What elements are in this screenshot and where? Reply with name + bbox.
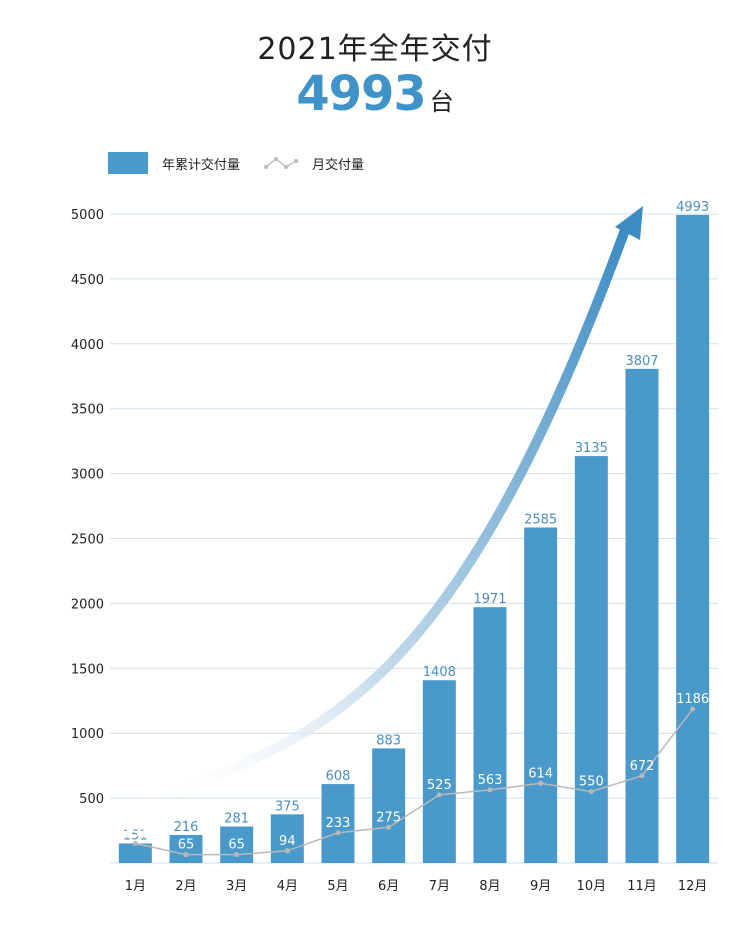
bar-value-label: 1408 <box>423 665 456 680</box>
bar <box>625 368 659 863</box>
y-tick-label: 2500 <box>71 533 104 548</box>
monthly-point <box>588 789 594 795</box>
x-tick-label: 4月 <box>277 879 298 894</box>
legend-line-icon <box>264 157 299 169</box>
bar-value-label: 3807 <box>625 354 658 369</box>
bar <box>270 814 304 863</box>
monthly-value-label: 94 <box>279 834 296 849</box>
monthly-point <box>487 787 493 793</box>
monthly-value-label: 563 <box>478 773 503 788</box>
monthly-point <box>538 780 544 786</box>
bar <box>473 607 507 863</box>
monthly-point <box>639 773 645 779</box>
bar-value-label: 2585 <box>524 512 557 527</box>
x-tick-label: 6月 <box>378 879 399 894</box>
bar-value-label: 281 <box>224 812 249 827</box>
y-tick-label: 3500 <box>71 403 104 418</box>
x-tick-label: 2月 <box>175 879 196 894</box>
bar <box>524 527 558 863</box>
x-tick-label: 12月 <box>678 879 708 894</box>
bar <box>169 834 203 863</box>
bar-value-label: 375 <box>275 799 300 814</box>
monthly-value-label: 151 <box>123 826 148 841</box>
monthly-value-label: 65 <box>228 838 245 853</box>
x-tick-label: 8月 <box>479 879 500 894</box>
monthly-point <box>234 852 240 858</box>
legend-bar-swatch <box>108 152 148 174</box>
bar <box>372 748 406 863</box>
trend-arrow-head <box>615 206 643 240</box>
total-delivery: 4993 台 <box>0 66 750 122</box>
bar <box>321 784 355 863</box>
monthly-value-label: 275 <box>376 810 401 825</box>
monthly-value-label: 672 <box>630 759 655 774</box>
monthly-point <box>386 824 392 830</box>
bar <box>118 843 152 863</box>
monthly-point <box>335 830 341 836</box>
legend-cumulative-label: 年累计交付量 <box>162 157 241 173</box>
monthly-point <box>436 792 442 798</box>
y-tick-label: 2000 <box>71 597 104 612</box>
bar-value-label: 216 <box>174 820 199 835</box>
bar-value-label: 608 <box>326 769 351 784</box>
y-tick-label: 1000 <box>71 727 104 742</box>
monthly-line <box>135 708 694 856</box>
monthly-point <box>284 848 290 854</box>
monthly-value-label: 614 <box>528 766 553 781</box>
y-tick-label: 1500 <box>71 662 104 677</box>
bar-value-label: 883 <box>376 733 401 748</box>
monthly-value-label: 233 <box>326 816 351 831</box>
x-tick-label: 5月 <box>327 879 348 894</box>
legend-monthly-label: 月交付量 <box>312 157 365 173</box>
monthly-point <box>690 706 696 712</box>
y-tick-label: 4500 <box>71 273 104 288</box>
bar-value-label: 3135 <box>575 441 608 456</box>
bar <box>422 680 456 863</box>
x-tick-label: 11月 <box>627 879 657 894</box>
bar <box>574 456 608 863</box>
chart-title: 2021年全年交付 <box>257 32 493 67</box>
bar <box>676 214 710 864</box>
y-tick-label: 500 <box>79 792 104 807</box>
legend: 年累计交付量 月交付量 <box>108 150 388 176</box>
x-tick-label: 1月 <box>125 879 146 894</box>
x-tick-label: 9月 <box>530 879 551 894</box>
bar-value-label: 1971 <box>473 592 506 607</box>
monthly-value-label: 525 <box>427 778 452 793</box>
trend-arrow-curve <box>140 225 630 805</box>
monthly-point <box>132 840 138 846</box>
x-tick-label: 3月 <box>226 879 247 894</box>
monthly-value-label: 550 <box>579 775 604 790</box>
monthly-value-label: 65 <box>178 838 195 853</box>
bar-value-label: 151 <box>123 828 148 843</box>
bar-value-label: 4993 <box>676 200 709 215</box>
x-tick-label: 7月 <box>429 879 450 894</box>
total-unit: 台 <box>429 88 454 116</box>
total-value: 4993 <box>296 66 427 122</box>
x-tick-label: 10月 <box>577 879 607 894</box>
y-tick-label: 4000 <box>71 338 104 353</box>
y-tick-label: 3000 <box>71 468 104 483</box>
monthly-value-label: 1186 <box>676 692 709 707</box>
y-tick-label: 5000 <box>71 208 104 223</box>
monthly-point <box>183 852 189 858</box>
